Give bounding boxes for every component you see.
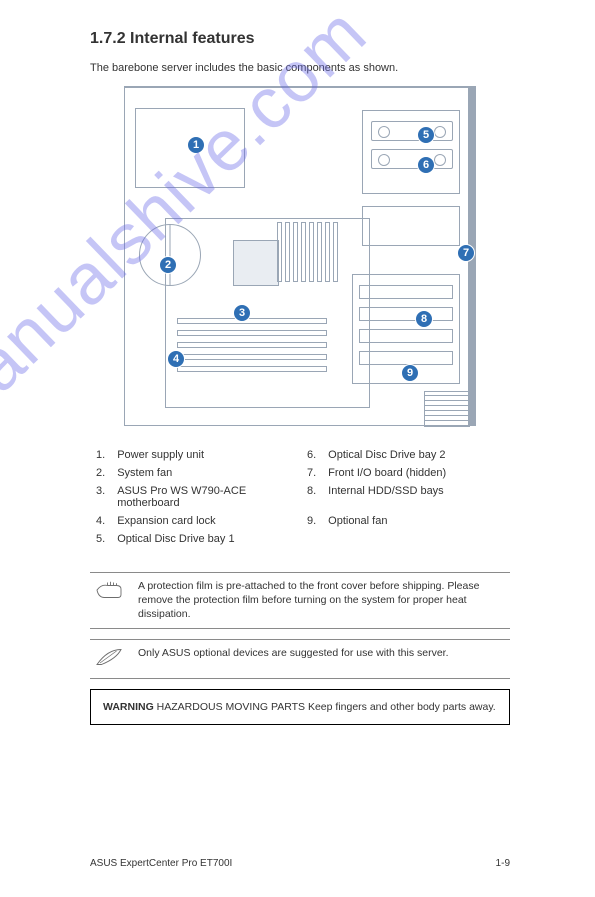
warning-label: WARNING [103,701,154,713]
feather-icon [94,646,128,672]
callout-8: 8 [415,310,433,328]
page-content: 1.7.2 Internal features The barebone ser… [90,30,510,725]
legend-table: 1.Power supply unit6.Optical Disc Drive … [90,446,510,548]
diagram-midbay [362,206,460,246]
warning-text: HAZARDOUS MOVING PARTS Keep fingers and … [157,701,496,713]
table-row: 4.Expansion card lock9.Optional fan [90,512,510,530]
legend-num: 6. [301,446,322,464]
legend-desc: System fan [111,464,301,482]
callout-2: 2 [159,256,177,274]
legend-desc: Power supply unit [111,446,301,464]
diagram-odd-bays [362,110,460,194]
legend-num: 8. [301,482,322,512]
section-title: 1.7.2 Internal features [90,30,510,48]
table-row: 2.System fan7.Front I/O board (hidden) [90,464,510,482]
footer-right: 1-9 [496,858,510,869]
table-row: 3.ASUS Pro WS W790-ACE motherboard8.Inte… [90,482,510,512]
callout-5: 5 [417,126,435,144]
footer-left: ASUS ExpertCenter Pro ET700I [90,858,232,869]
legend-num: 1. [90,446,111,464]
legend-desc: Optional fan [322,512,510,530]
callout-9: 9 [401,364,419,382]
legend-num: 9. [301,512,322,530]
note-asus-optional: Only ASUS optional devices are suggested… [90,639,510,679]
callout-6: 6 [417,156,435,174]
table-row: 1.Power supply unit6.Optical Disc Drive … [90,446,510,464]
page-footer: ASUS ExpertCenter Pro ET700I 1-9 [90,858,510,869]
callout-1: 1 [187,136,205,154]
legend-desc: ASUS Pro WS W790-ACE motherboard [111,482,301,512]
legend-desc: Internal HDD/SSD bays [322,482,510,512]
legend-num: 2. [90,464,111,482]
legend-num [301,530,322,548]
legend-desc: Front I/O board (hidden) [322,464,510,482]
legend-num: 3. [90,482,111,512]
legend-num: 4. [90,512,111,530]
legend-num: 5. [90,530,111,548]
callout-3: 3 [233,304,251,322]
diagram-dimms [277,222,338,282]
intro-paragraph: The barebone server includes the basic c… [90,62,510,74]
diagram-pci-slots [177,318,327,372]
callout-4: 4 [167,350,185,368]
chassis-diagram: 1 2 3 4 5 6 7 8 9 [124,86,476,426]
diagram-fan-icon [139,224,201,286]
legend-desc: Optical Disc Drive bay 2 [322,446,510,464]
warning-box: WARNING HAZARDOUS MOVING PARTS Keep fing… [90,689,510,725]
callout-7: 7 [457,244,475,262]
note-text: A protection film is pre-attached to the… [138,579,506,622]
diagram-vent [424,391,470,427]
legend-desc: Optical Disc Drive bay 1 [111,530,301,548]
note-text: Only ASUS optional devices are suggested… [138,646,506,660]
table-row: 5.Optical Disc Drive bay 1 [90,530,510,548]
note-protection-film: A protection film is pre-attached to the… [90,572,510,629]
legend-num: 7. [301,464,322,482]
hand-icon [94,579,128,605]
legend-desc: Expansion card lock [111,512,301,530]
diagram-cpu [233,240,279,286]
legend-desc [322,530,510,548]
